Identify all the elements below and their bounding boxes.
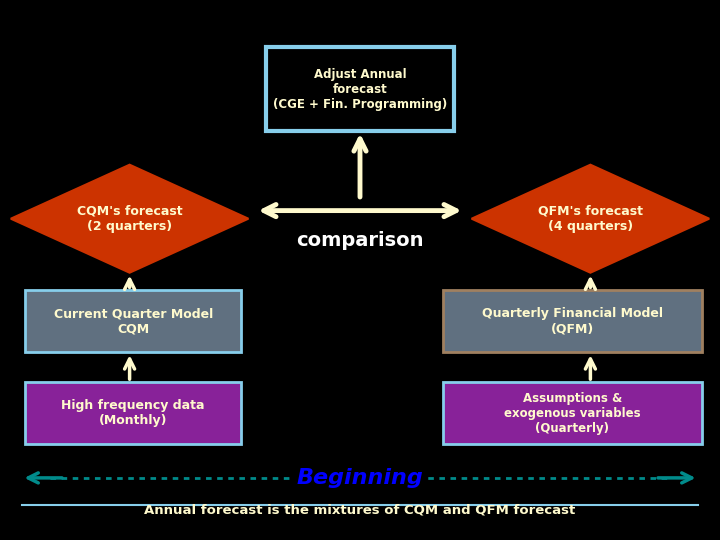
Text: Annual forecast is the mixtures of CQM and QFM forecast: Annual forecast is the mixtures of CQM a… — [145, 504, 575, 517]
Text: CQM's forecast
(2 quarters): CQM's forecast (2 quarters) — [77, 205, 182, 233]
Text: Beginning: Beginning — [297, 468, 423, 488]
FancyBboxPatch shape — [266, 47, 454, 131]
Text: High frequency data
(Monthly): High frequency data (Monthly) — [61, 399, 205, 427]
FancyBboxPatch shape — [443, 382, 702, 444]
FancyBboxPatch shape — [443, 291, 702, 352]
Text: Current Quarter Model
CQM: Current Quarter Model CQM — [53, 307, 213, 335]
FancyBboxPatch shape — [25, 382, 241, 444]
Text: Assumptions &
exogenous variables
(Quarterly): Assumptions & exogenous variables (Quart… — [504, 392, 641, 435]
FancyBboxPatch shape — [25, 291, 241, 352]
Text: Quarterly Financial Model
(QFM): Quarterly Financial Model (QFM) — [482, 307, 663, 335]
Text: QFM's forecast
(4 quarters): QFM's forecast (4 quarters) — [538, 205, 643, 233]
Polygon shape — [472, 165, 709, 273]
Text: Adjust Annual
forecast
(CGE + Fin. Programming): Adjust Annual forecast (CGE + Fin. Progr… — [273, 68, 447, 111]
Polygon shape — [11, 165, 248, 273]
Text: comparison: comparison — [296, 231, 424, 250]
